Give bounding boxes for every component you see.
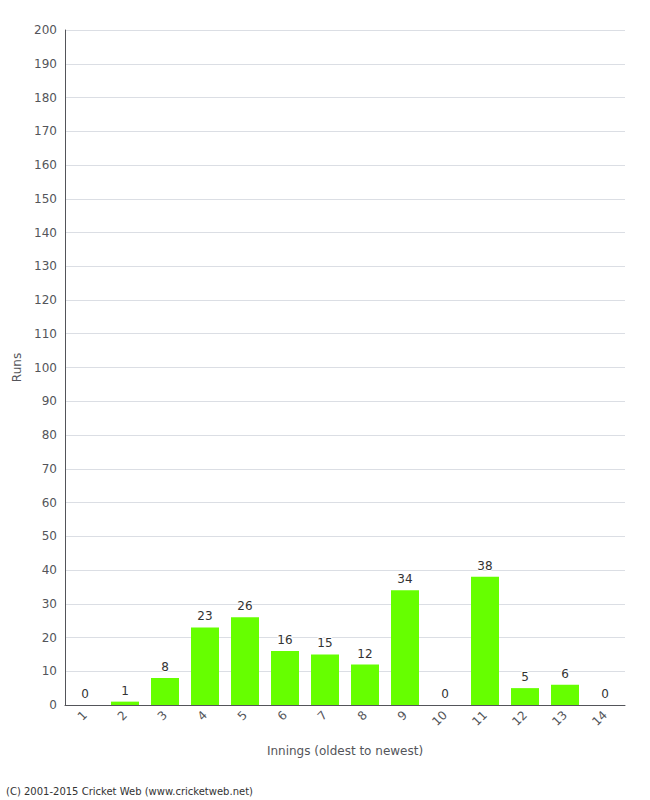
svg-text:23: 23	[197, 609, 212, 623]
svg-text:10: 10	[429, 708, 450, 729]
svg-text:9: 9	[395, 708, 410, 723]
svg-text:70: 70	[42, 462, 57, 476]
svg-text:1: 1	[121, 684, 129, 698]
svg-text:12: 12	[509, 708, 530, 729]
svg-text:30: 30	[42, 597, 57, 611]
svg-text:12: 12	[357, 647, 372, 661]
svg-text:150: 150	[34, 192, 57, 206]
svg-text:Innings (oldest to newest): Innings (oldest to newest)	[267, 744, 423, 758]
svg-text:80: 80	[42, 428, 57, 442]
svg-text:15: 15	[317, 636, 332, 650]
svg-text:5: 5	[521, 670, 529, 684]
svg-text:Runs: Runs	[10, 353, 24, 382]
svg-text:190: 190	[34, 57, 57, 71]
svg-text:90: 90	[42, 394, 57, 408]
svg-text:50: 50	[42, 529, 57, 543]
svg-text:4: 4	[195, 708, 210, 723]
svg-text:200: 200	[34, 23, 57, 37]
svg-text:100: 100	[34, 361, 57, 375]
svg-text:40: 40	[42, 563, 57, 577]
svg-text:(C) 2001-2015 Cricket Web (www: (C) 2001-2015 Cricket Web (www.cricketwe…	[6, 786, 253, 797]
svg-text:110: 110	[34, 327, 57, 341]
svg-text:180: 180	[34, 91, 57, 105]
svg-text:38: 38	[477, 559, 492, 573]
svg-text:170: 170	[34, 124, 57, 138]
svg-text:3: 3	[155, 708, 170, 723]
svg-text:6: 6	[275, 708, 290, 723]
svg-text:0: 0	[49, 698, 57, 712]
svg-text:160: 160	[34, 158, 57, 172]
svg-text:5: 5	[235, 708, 250, 723]
svg-text:11: 11	[469, 708, 490, 729]
svg-text:7: 7	[315, 708, 330, 723]
svg-text:130: 130	[34, 259, 57, 273]
svg-text:34: 34	[397, 572, 412, 586]
svg-text:0: 0	[81, 687, 89, 701]
svg-text:120: 120	[34, 293, 57, 307]
svg-text:1: 1	[75, 708, 90, 723]
svg-text:16: 16	[277, 633, 292, 647]
svg-text:60: 60	[42, 496, 57, 510]
svg-text:13: 13	[549, 708, 570, 729]
svg-text:26: 26	[237, 599, 252, 613]
svg-text:10: 10	[42, 664, 57, 678]
svg-text:20: 20	[42, 631, 57, 645]
svg-text:14: 14	[589, 708, 610, 729]
svg-text:8: 8	[355, 708, 370, 723]
svg-text:6: 6	[561, 667, 569, 681]
svg-text:0: 0	[601, 687, 609, 701]
svg-text:140: 140	[34, 226, 57, 240]
svg-text:8: 8	[161, 660, 169, 674]
svg-text:2: 2	[115, 708, 130, 723]
svg-text:0: 0	[441, 687, 449, 701]
